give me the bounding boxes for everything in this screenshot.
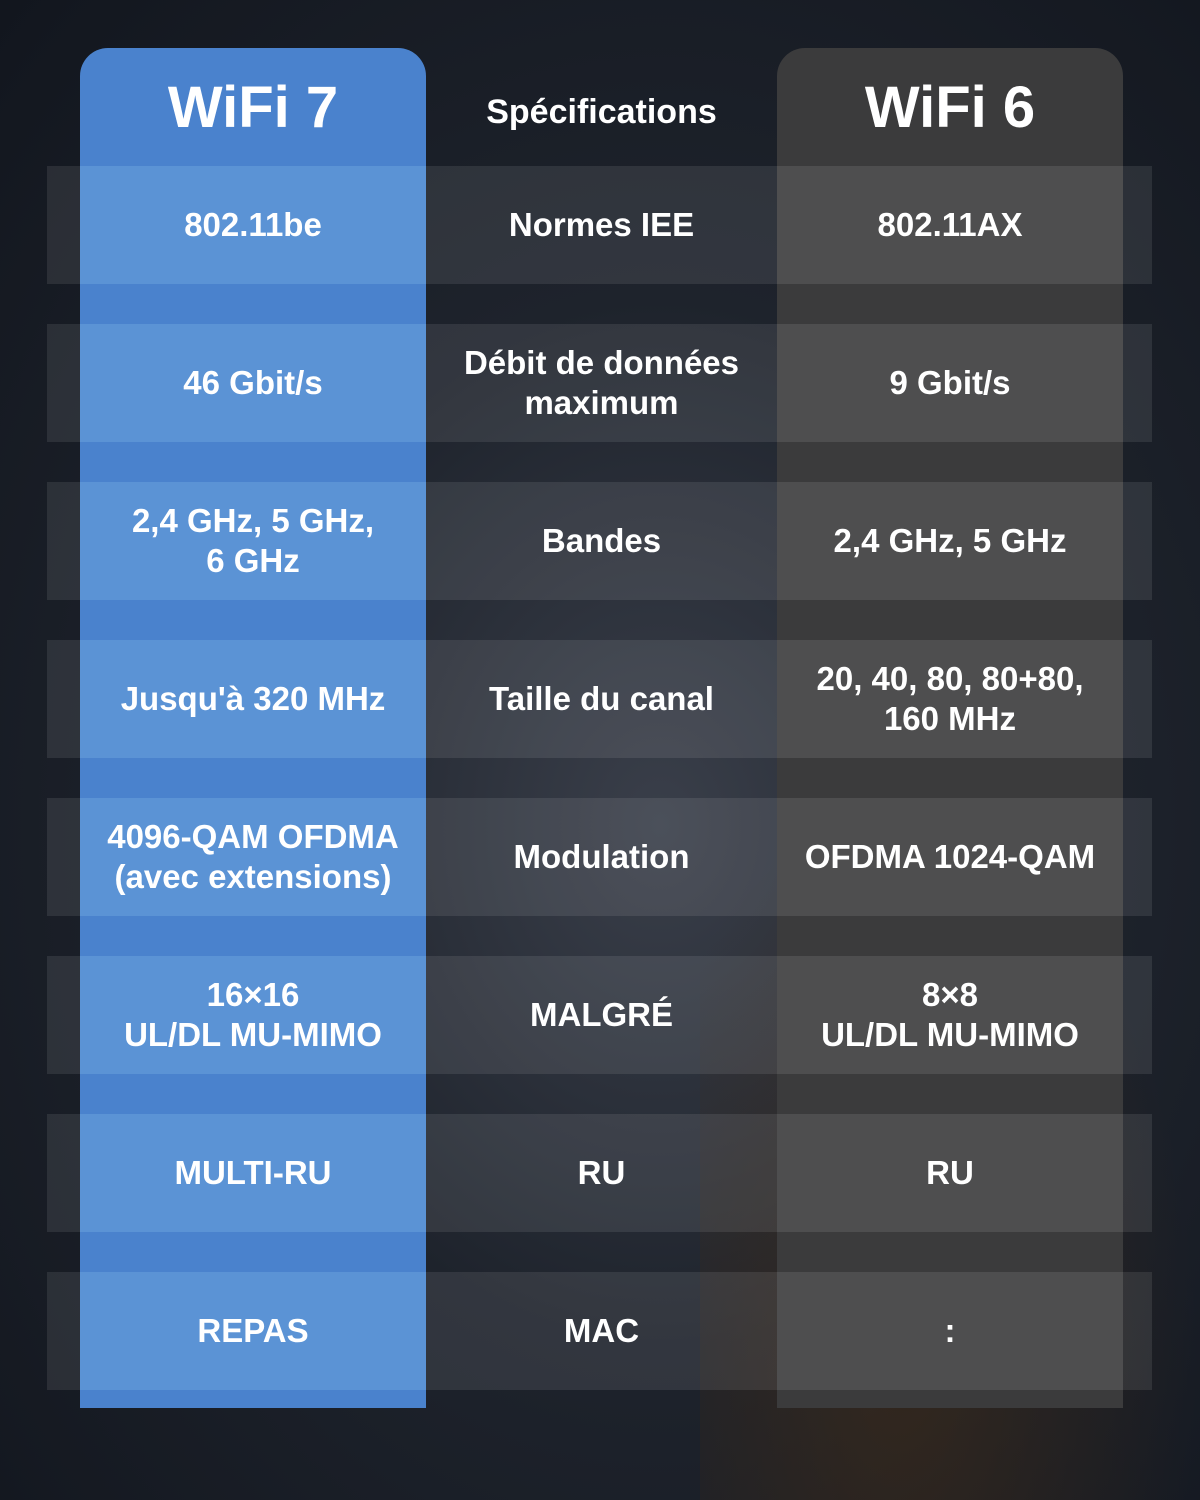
spec-label: Bandes [541, 522, 662, 559]
spec-label: RU [577, 1154, 626, 1191]
wifi7-value: 4096-QAM OFDMA (avec extensions) [80, 798, 426, 916]
wifi7-value: MULTI-RU [80, 1114, 426, 1232]
spec-label: Normes IEE [508, 206, 695, 243]
table-row: 46 Gbit/s Débit de données maximum 9 Gbit/… [47, 324, 1152, 442]
wifi6-value: 8×8 UL/DL MU-MIMO [777, 956, 1123, 1074]
wifi6-value: 20, 40, 80, 80+80, 160 MHz [777, 640, 1123, 758]
table-row: MULTI-RU RU RU [47, 1114, 1152, 1232]
wifi6-value: RU [777, 1114, 1123, 1232]
wifi7-value: 802.11be [80, 166, 426, 284]
spec-label: MALGRÉ [530, 996, 673, 1033]
wifi6-value: 802.11AX [777, 166, 1123, 284]
wifi7-value: 46 Gbit/s [80, 324, 426, 442]
wifi7-value: Jusqu'à 320 MHz [80, 640, 426, 758]
wifi7-title: WiFi 7 [167, 74, 339, 140]
wifi7-value: REPAS [80, 1272, 426, 1390]
spec-label: Débit de données maximum [463, 344, 740, 421]
wifi6-value: : [777, 1272, 1123, 1390]
wifi6-value: OFDMA 1024-QAM [777, 798, 1123, 916]
spec-label: Taille du canal [489, 680, 714, 717]
wifi6-value: 9 Gbit/s [777, 324, 1123, 442]
wifi7-value: 2,4 GHz, 5 GHz, 6 GHz [80, 482, 426, 600]
wifi7-value: 16×16 UL/DL MU-MIMO [80, 956, 426, 1074]
table-row: 802.11be Normes IEE 802.11AX [47, 166, 1152, 284]
specifications-title: Spécifications [486, 92, 717, 131]
wifi6-title: WiFi 6 [864, 74, 1036, 140]
spec-label: Modulation [513, 838, 690, 875]
table-row: REPAS MAC: [47, 1272, 1152, 1390]
wifi6-value: 2,4 GHz, 5 GHz [777, 482, 1123, 600]
table-row: Jusqu'à 320 MHz Taille du canal 20, 40, 80… [47, 640, 1152, 758]
table-row: 16×16 UL/DL MU-MIMO MALGRÉ 8×8 UL/DL MU-MI… [47, 956, 1152, 1074]
spec-label: MAC [563, 1312, 640, 1349]
table-row: 2,4 GHz, 5 GHz, 6 GHz Bandes 2,4 GHz, 5 GH… [47, 482, 1152, 600]
table-row: 4096-QAM OFDMA (avec extensions) Modulati… [47, 798, 1152, 916]
